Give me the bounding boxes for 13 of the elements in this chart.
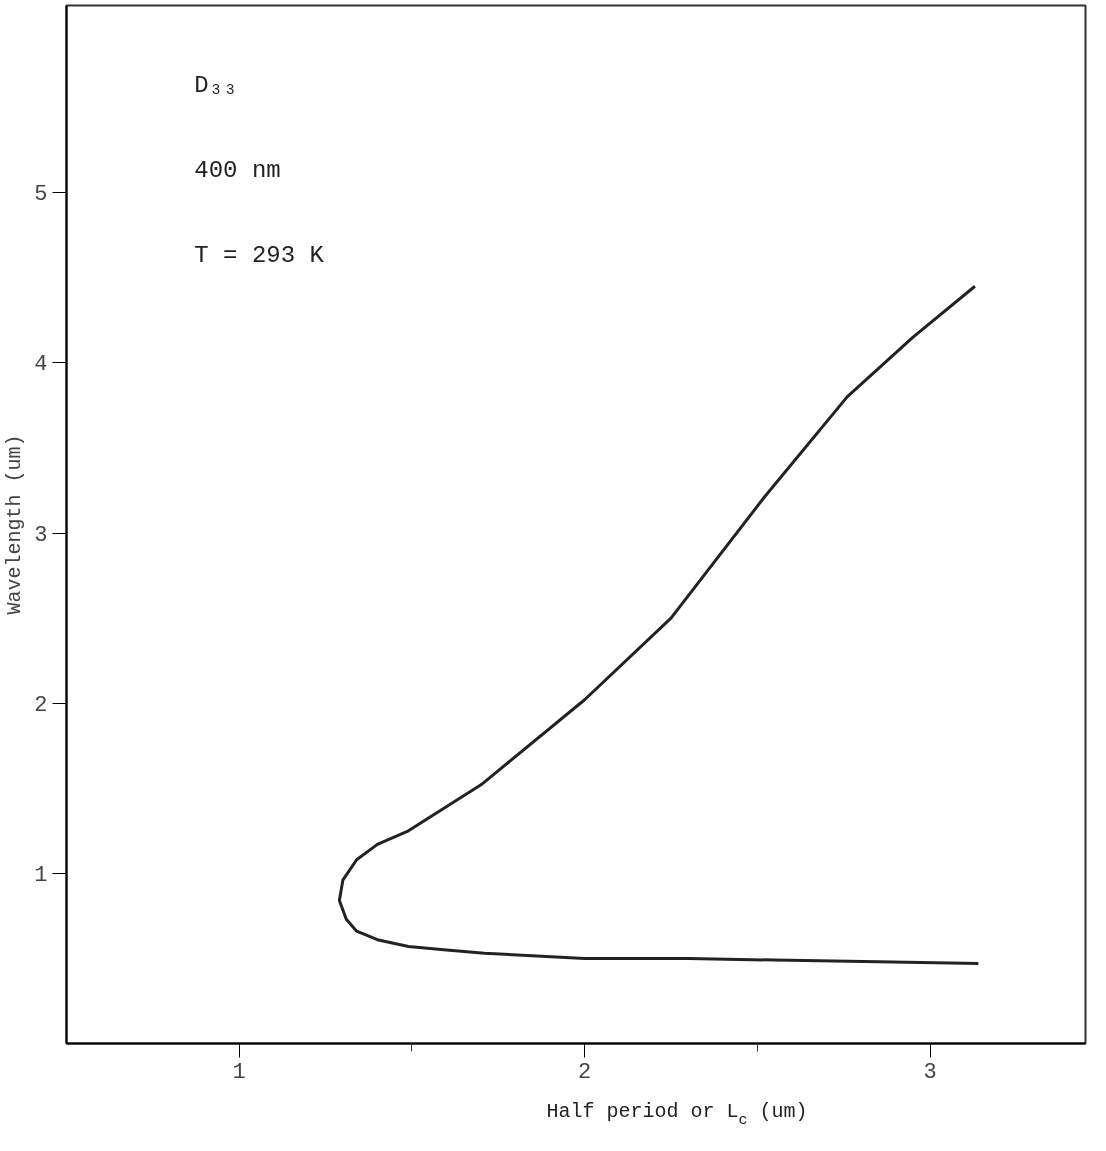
y-tick-label: 2 xyxy=(34,692,48,718)
annotation: 400 nm xyxy=(194,157,281,185)
y-axis-title: Wavelength (um) xyxy=(3,434,27,615)
y-tick-label: 5 xyxy=(34,182,48,208)
y-tick-label: 3 xyxy=(34,522,48,548)
x-tick-label: 1 xyxy=(232,1059,246,1085)
y-tick-label: 4 xyxy=(34,352,48,378)
line-series xyxy=(337,284,980,966)
annotation: D₃₃ xyxy=(194,72,238,100)
x-tick-label: 2 xyxy=(578,1059,592,1085)
y-tick-label: 1 xyxy=(34,862,48,888)
annotation: T = 293 K xyxy=(194,242,325,270)
x-tick-label: 3 xyxy=(923,1059,937,1085)
